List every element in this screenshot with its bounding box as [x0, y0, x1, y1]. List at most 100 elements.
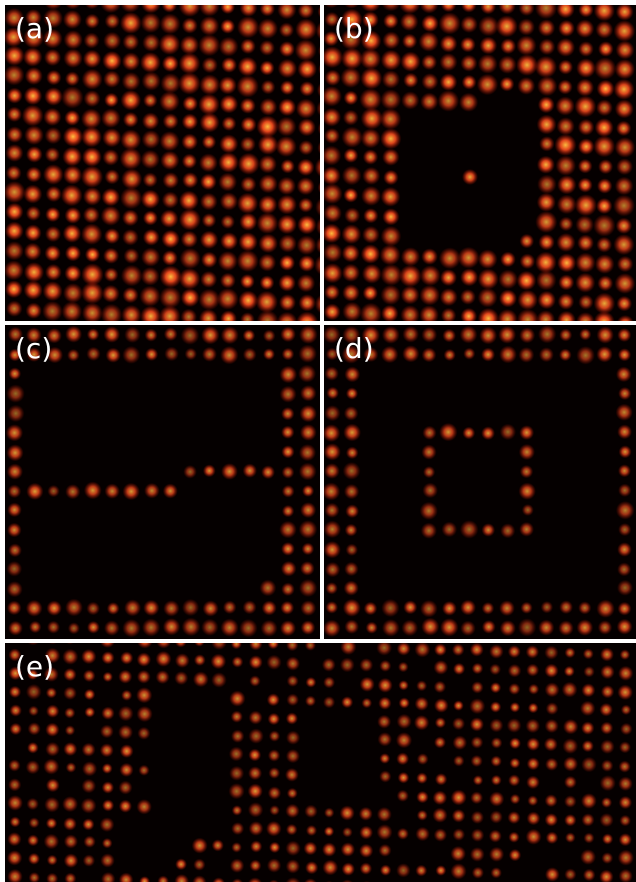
atom: [544, 682, 560, 698]
atom: [580, 700, 596, 717]
atom: [421, 54, 438, 71]
atom: [598, 41, 614, 57]
atom: [248, 766, 263, 781]
atom: [136, 669, 151, 684]
atom: [319, 319, 320, 321]
atom: [122, 287, 139, 304]
atom: [222, 600, 237, 615]
atom: [325, 582, 338, 595]
atom: [6, 126, 23, 143]
atom: [44, 796, 60, 813]
atom: [575, 252, 596, 273]
atom: [400, 12, 419, 32]
atom: [497, 309, 518, 321]
atom: [490, 755, 502, 767]
atom: [554, 134, 577, 156]
atom: [65, 762, 77, 773]
atom: [614, 273, 636, 294]
atom: [277, 5, 297, 20]
atom: [45, 778, 60, 793]
atom: [8, 685, 22, 699]
atom: [620, 704, 632, 716]
atom: [558, 19, 575, 37]
atom: [119, 147, 142, 170]
atom: [43, 107, 62, 126]
atom: [318, 45, 320, 57]
atom: [122, 111, 139, 128]
atom: [471, 681, 484, 694]
atom: [65, 484, 81, 500]
atom: [519, 233, 535, 249]
atom: [601, 797, 613, 808]
atom: [341, 126, 363, 148]
atom: [6, 384, 25, 403]
atom: [239, 5, 258, 17]
atom: [344, 366, 361, 383]
atom: [594, 254, 615, 274]
atom: [220, 232, 239, 251]
atom: [63, 686, 77, 700]
atom: [103, 247, 120, 264]
atom: [157, 875, 169, 882]
atom: [619, 649, 631, 660]
atom: [297, 215, 317, 235]
atom: [139, 876, 150, 882]
atom: [43, 164, 64, 185]
atom: [104, 228, 120, 245]
atom: [489, 791, 505, 807]
atom: [262, 329, 276, 343]
atom: [82, 147, 102, 167]
atom: [163, 327, 178, 342]
atom: [617, 601, 632, 616]
atom: [380, 49, 402, 71]
atom: [178, 72, 201, 95]
atom: [402, 33, 418, 49]
atom: [616, 158, 633, 176]
atom: [304, 643, 316, 651]
atom: [581, 721, 595, 735]
atom: [239, 97, 256, 114]
atom: [257, 18, 278, 39]
atom: [269, 841, 281, 854]
atom: [137, 643, 153, 649]
atom: [25, 205, 41, 221]
atom: [544, 794, 558, 808]
atom: [174, 671, 189, 686]
atom: [470, 810, 484, 824]
atom: [159, 286, 182, 309]
atom: [477, 249, 498, 269]
atom: [179, 247, 201, 270]
atom: [140, 52, 161, 73]
atom: [155, 650, 172, 667]
atom: [65, 598, 83, 617]
atom: [362, 225, 380, 244]
atom: [28, 705, 39, 717]
atom: [564, 868, 577, 881]
atom: [317, 122, 320, 135]
atom: [477, 287, 498, 308]
atom: [25, 683, 42, 700]
atom: [340, 643, 357, 655]
atom: [248, 710, 263, 725]
atom: [433, 828, 448, 842]
atom: [377, 677, 393, 693]
atom: [198, 288, 220, 311]
atom: [278, 98, 297, 117]
atom: [562, 738, 579, 754]
atom: [601, 759, 614, 772]
atom: [212, 877, 225, 882]
atom: [140, 189, 160, 209]
atom: [64, 872, 77, 882]
atom: [398, 661, 409, 673]
atom: [341, 47, 363, 70]
atom: [221, 463, 238, 480]
atom: [400, 247, 421, 267]
atom: [247, 802, 264, 818]
atom: [593, 135, 616, 158]
atom: [142, 618, 161, 637]
atom: [576, 346, 595, 365]
atom: [192, 671, 209, 688]
atom: [527, 795, 539, 807]
panel-a: (a): [5, 5, 320, 321]
atom: [478, 15, 499, 37]
